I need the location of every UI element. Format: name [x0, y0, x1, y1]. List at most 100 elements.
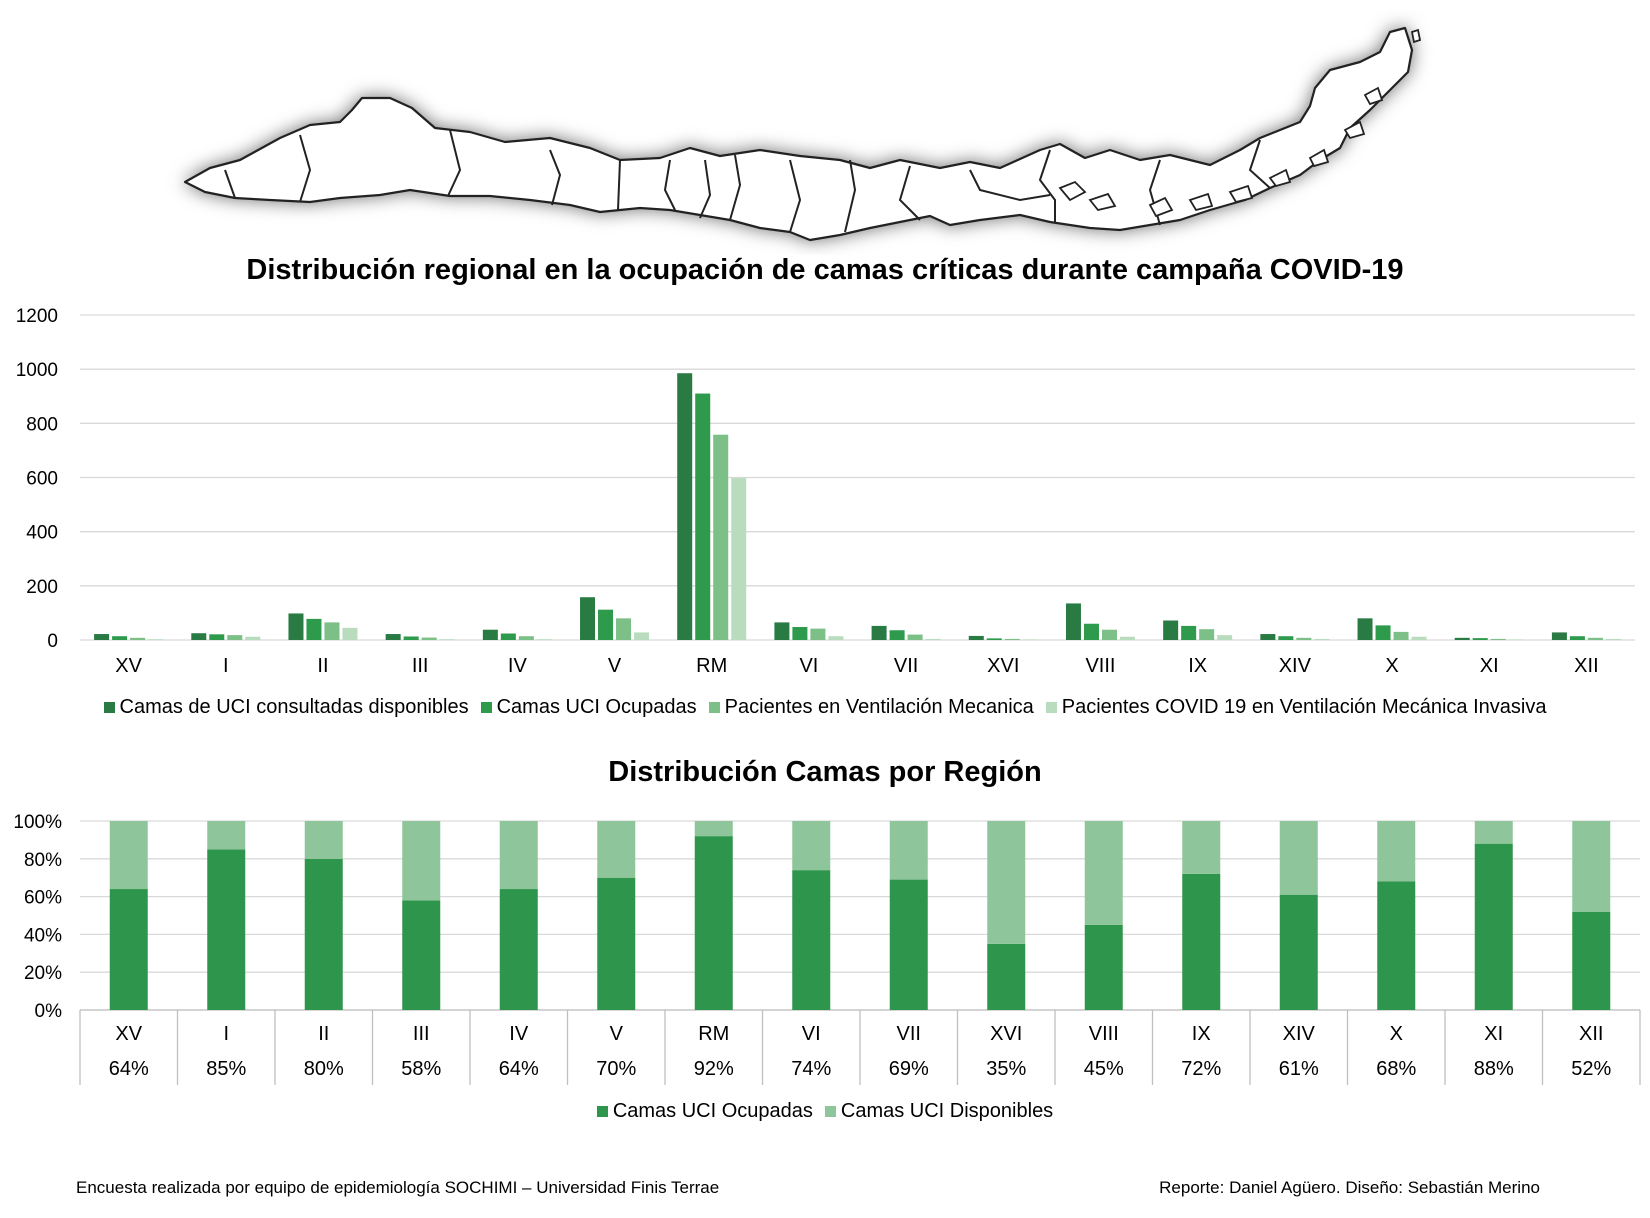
chart1-legend-label: Camas de UCI consultadas disponibles — [119, 696, 469, 718]
chart1-bar — [1022, 639, 1038, 640]
chart1-bar — [148, 639, 164, 640]
chart1-bar — [616, 618, 632, 640]
chart1-legend: Camas de UCI consultadas disponibles Cama… — [0, 696, 1650, 719]
chart1-x-tick-label: VI — [799, 655, 818, 677]
chart1-bar — [1217, 635, 1233, 640]
chart1-y-tick-label: 200 — [26, 577, 58, 598]
chart2-bar-segment — [499, 889, 538, 1010]
chart1-y-tick-label: 800 — [26, 414, 58, 435]
chart1-bar — [1375, 625, 1391, 640]
chart1-bar — [731, 478, 747, 640]
chart1-bar — [324, 622, 340, 640]
chile-map-image — [183, 26, 1422, 242]
chart1-x-tick-label: VII — [894, 655, 918, 677]
chart1-bar — [986, 638, 1002, 640]
chart2-x-tick-label: VII — [897, 1023, 921, 1045]
chart2-bar-segment — [694, 836, 733, 1010]
chart1-legend-swatch — [1045, 702, 1057, 713]
chart2-x-tick-label: XII — [1579, 1023, 1603, 1045]
chart1-x-tick-label: XVI — [987, 655, 1019, 677]
chart2-data-label: 64% — [109, 1058, 149, 1080]
chart1-bar — [439, 639, 455, 640]
chart2-data-label: 68% — [1376, 1058, 1416, 1080]
chart2-bar-segment — [1084, 924, 1123, 1010]
chart1-legend-item: Camas UCI Ocupadas — [480, 696, 697, 719]
chart2-data-label: 92% — [694, 1058, 734, 1080]
chart2-legend: Camas UCI Ocupadas Camas UCI Disponibles — [0, 1100, 1650, 1123]
chart1-bar — [1314, 638, 1330, 640]
chart2-bar-segment — [402, 900, 441, 1010]
chart2-bar-segment — [1182, 821, 1221, 874]
chart2-y-tick-label: 100% — [13, 812, 62, 833]
chart1-bar — [342, 627, 358, 640]
chart2-bar-segment — [987, 943, 1026, 1010]
chart1-bar — [94, 634, 110, 640]
chart1-x-tick-label: V — [608, 655, 622, 677]
chart1-bar — [634, 632, 650, 640]
chart2-x-tick-label: X — [1390, 1023, 1403, 1045]
chart2-bar-segment — [597, 877, 636, 1010]
chart1-x-tick-label: RM — [696, 655, 727, 677]
chart1-bar — [925, 638, 941, 640]
chart2-bar-segment — [1474, 821, 1513, 844]
chart1-legend-label: Pacientes COVID 19 en Ventilación Mecáni… — [1061, 696, 1547, 718]
chart1-bar — [130, 637, 146, 640]
chart1-bar — [713, 434, 729, 640]
footer-credits: Reporte: Daniel Agüero. Diseño: Sebastiá… — [1159, 1178, 1540, 1197]
chart1-bar — [482, 629, 498, 640]
chart1-bar — [1569, 636, 1585, 640]
chart2-bar-segment — [207, 821, 246, 850]
chart2-x-tick-label: XI — [1484, 1023, 1503, 1045]
chart2-bar-segment — [1377, 821, 1416, 882]
chart2-data-label: 88% — [1474, 1058, 1514, 1080]
chart1-x-tick-label: XI — [1480, 655, 1499, 677]
chart1-x-tick-label: IX — [1188, 655, 1207, 677]
chart2-data-label: 58% — [401, 1058, 441, 1080]
chart2-data-label: 52% — [1571, 1058, 1611, 1080]
chart1-y-tick-label: 0 — [47, 631, 58, 652]
chart1-x-tick-label: I — [223, 655, 229, 677]
chart2-y-tick-label: 40% — [24, 925, 62, 946]
chart2-title: Distribución Camas por Región — [608, 756, 1042, 788]
chart2-bar-segment — [792, 870, 831, 1010]
chart1-x-tick-label: III — [412, 655, 429, 677]
chart2-bar-segment — [1474, 843, 1513, 1010]
chart1-x-tick-label: XII — [1574, 655, 1598, 677]
chart1-legend-label: Pacientes en Ventilación Mecanica — [724, 696, 1034, 718]
chart1-bar — [871, 625, 887, 640]
chart2-legend-item: Camas UCI Ocupadas — [596, 1100, 813, 1123]
chart2-data-label: 72% — [1181, 1058, 1221, 1080]
chart2-bar-segment — [1182, 873, 1221, 1010]
chart1-bar — [810, 628, 826, 640]
chart1-bar — [1181, 625, 1197, 640]
chart2-bar-segment — [304, 858, 343, 1010]
chart1-bar — [1490, 638, 1506, 640]
chart2-bar-segment — [499, 821, 538, 890]
chart2-bar-segment — [1572, 911, 1611, 1010]
chart1-bar — [1357, 618, 1373, 640]
chart1-bar — [1065, 603, 1081, 640]
chart1-bar — [112, 636, 128, 640]
chart2-bar-segment — [1572, 821, 1611, 912]
chart1-bar — [536, 639, 552, 640]
chart1-bar — [907, 634, 923, 640]
chart1-x-tick-label: X — [1385, 655, 1398, 677]
chart1-title: Distribución regional en la ocupación de… — [246, 254, 1404, 286]
chart1-bar — [1472, 638, 1488, 640]
chart1-legend-swatch — [480, 702, 492, 713]
chart1-bar — [1083, 623, 1099, 640]
chart2-bar-segment — [1377, 881, 1416, 1010]
chart1-bar — [1101, 629, 1117, 640]
chart2-bar-segment — [109, 821, 148, 890]
chart1-bar — [1605, 638, 1621, 640]
chart1-y-tick-label: 400 — [26, 523, 58, 544]
chart2-x-tick-label: I — [223, 1023, 229, 1045]
chart1-bar — [1278, 636, 1294, 640]
chart1-bar — [677, 373, 693, 640]
chart1-legend-swatch — [708, 702, 720, 713]
chart2-y-tick-label: 80% — [24, 850, 62, 871]
chart1-bar — [227, 635, 243, 640]
chart2-bar-segment — [207, 849, 246, 1010]
chart2-x-tick-label: XIV — [1283, 1023, 1316, 1045]
chart2-data-label: 69% — [889, 1058, 929, 1080]
